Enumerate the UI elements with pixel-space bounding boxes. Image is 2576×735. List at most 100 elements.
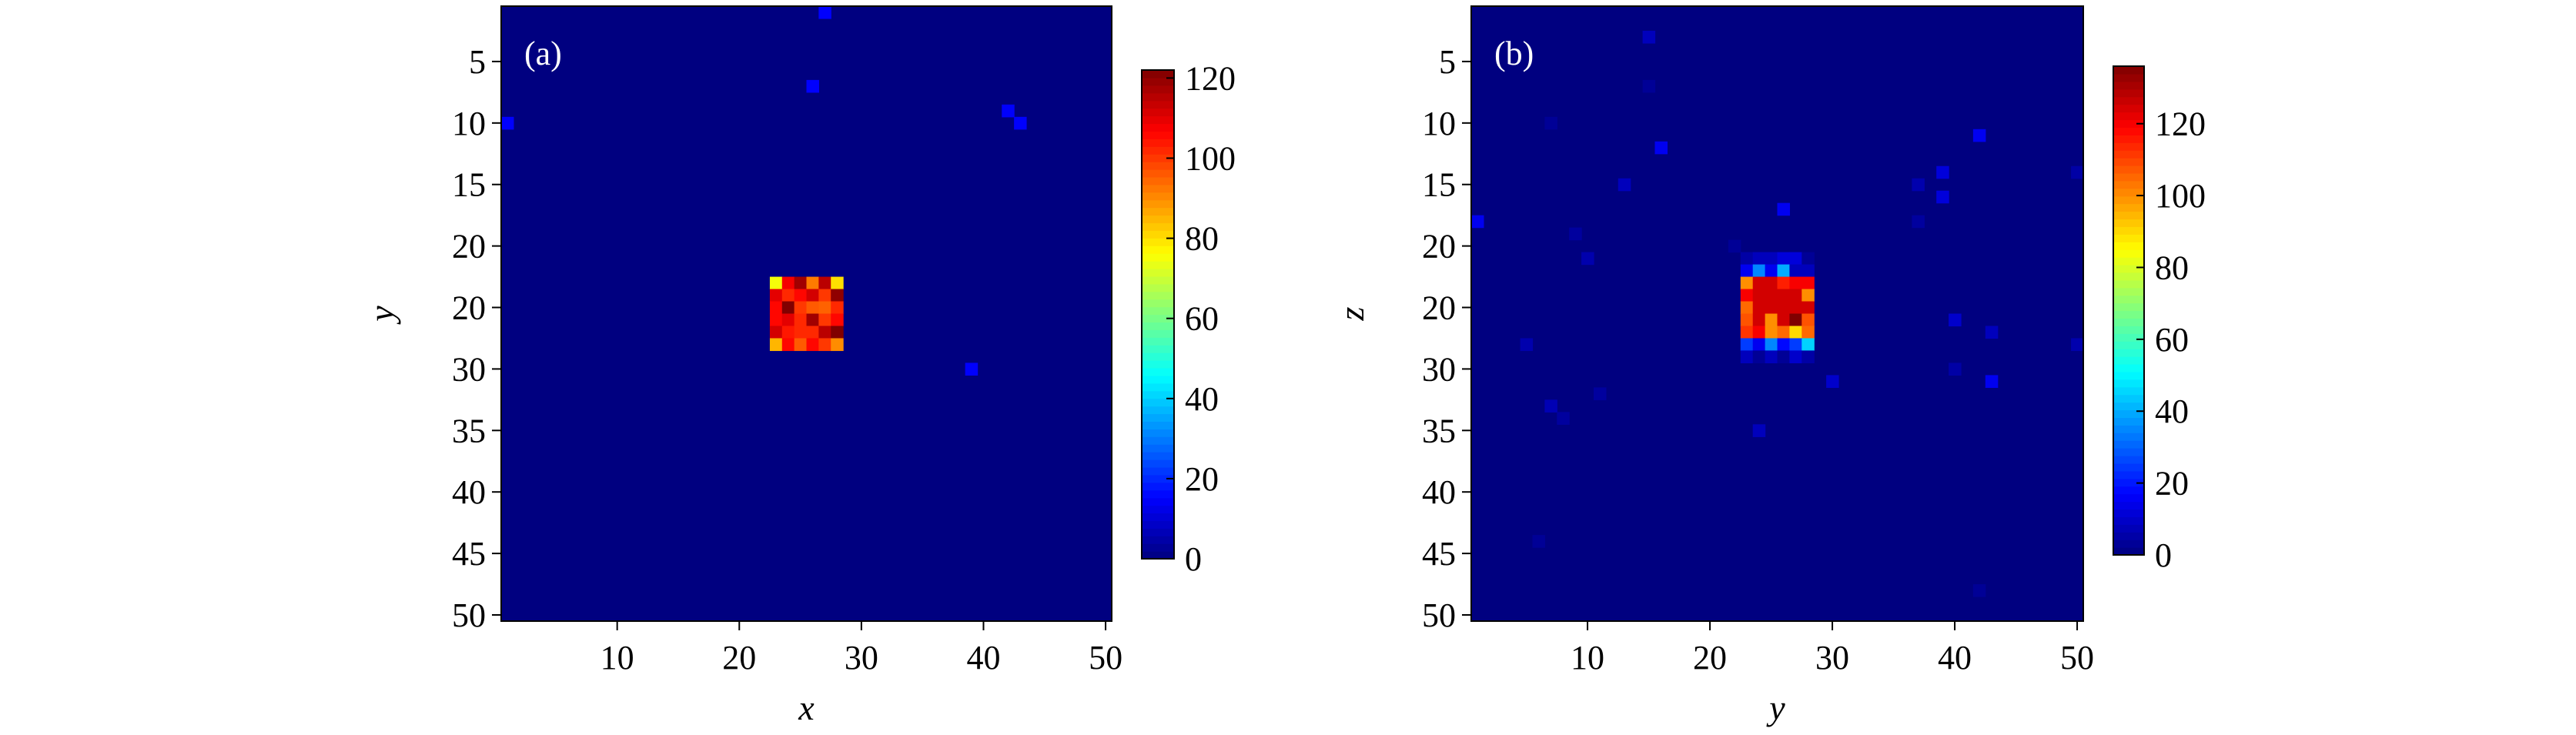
colorbar-segment [2113,394,2144,403]
x-tick-label: 10 [601,639,634,677]
heatmap-cell [806,276,819,290]
colorbar-segment [2113,165,2144,174]
colorbar-segment [1142,238,1174,246]
heatmap-cell [794,301,808,315]
heatmap-cell [1777,202,1790,216]
colorbar-segment [2113,226,2144,235]
heatmap-cell [1581,252,1594,266]
heatmap-cell [1740,276,1754,290]
colorbar-segment [2113,425,2144,433]
heatmap-cell [806,79,819,93]
colorbar-segment [1142,352,1174,361]
heatmap-cell [1752,252,1766,266]
heatmap-cell [1802,252,1815,266]
colorbar-tick-label: 100 [1185,140,1236,178]
x-tick-label: 20 [722,639,756,677]
colorbar-tick-label: 20 [1185,460,1219,498]
colorbar-frame [1141,69,1175,560]
colorbar-segment [1142,283,1174,292]
heatmap-cell [1520,338,1534,352]
colorbar-segment [1142,261,1174,269]
heatmap-cell [1912,215,1925,229]
heatmap-cell [831,301,844,315]
colorbar-tick-label: 60 [2155,321,2189,359]
colorbar-segment [2113,524,2144,533]
colorbar-tick-label: 0 [1185,540,1202,578]
heatmap-cell [1752,289,1766,302]
colorbar-segment [2113,318,2144,326]
colorbar-segment [1142,452,1174,460]
heatmap-cell [1777,338,1790,352]
heatmap-cell [831,326,844,339]
colorbar-segment [1142,406,1174,415]
colorbar-segment [2113,310,2144,319]
heatmap-cell [794,338,808,352]
colorbar-segment [1142,345,1174,353]
heatmap-cell [794,276,808,290]
colorbar-segment [1142,70,1174,79]
heatmap-cell [1765,313,1778,327]
heatmap-cell [1740,350,1754,364]
heatmap-cell [769,338,783,352]
heatmap-cell [1765,350,1778,364]
colorbar-tick-label: 80 [1185,220,1219,258]
heatmap-cell [1740,338,1754,352]
x-tick-label: 50 [2060,639,2094,677]
heatmap-cell [1765,289,1778,302]
heatmap-cell [1985,375,1999,388]
heatmap-cell [806,313,819,327]
heatmap-cell [1949,362,1962,376]
colorbar-segment [2113,119,2144,128]
heatmap-cell [781,326,795,339]
colorbar-segment [1142,482,1174,491]
heatmap-cell [769,289,783,302]
colorbar-segment [1142,184,1174,193]
colorbar-segment [2113,363,2144,373]
colorbar-segment [1142,139,1174,147]
heatmap-cell [1802,338,1815,352]
heatmap-cell [1740,289,1754,302]
colorbar-segment [1142,222,1174,231]
colorbar-segment [2113,341,2144,349]
heatmap-cell [1569,227,1582,241]
heatmap-cell [1777,289,1790,302]
y-tick-label: 20 [452,228,486,266]
x-tick-label: 30 [845,639,878,677]
heatmap-cell [1752,350,1766,364]
colorbar-tick-label: 100 [2155,177,2206,215]
y-tick-label: 15 [452,166,486,204]
colorbar-segment [2113,501,2144,510]
colorbar-segment [1142,337,1174,346]
colorbar-segment [2113,470,2144,479]
heatmap-cell [1789,252,1802,266]
colorbar-segment [2113,211,2144,220]
heatmap-cell [1985,326,1999,339]
heatmap-cell [769,326,783,339]
heatmap-cell [1936,165,1949,179]
heatmap-cell [1949,313,1962,327]
colorbar-segment [2113,302,2144,312]
heatmap-cell [1765,338,1778,352]
colorbar-segment [1142,466,1174,476]
colorbar-segment [1142,536,1174,544]
heatmap-cell [806,289,819,302]
heatmap-cell [818,289,831,302]
colorbar-segment [1142,421,1174,429]
colorbar-segment [2113,356,2144,365]
colorbar-segment [2113,433,2144,441]
y-tick-label: 20 [1422,289,1456,327]
colorbar-segment [2113,409,2144,419]
colorbar-segment [2113,158,2144,166]
colorbar-tick-label: 40 [2155,393,2189,430]
colorbar-segment [1142,92,1174,102]
heatmap-cell [794,313,808,327]
heatmap-cell [1557,412,1570,425]
colorbar-segment [1142,199,1174,209]
colorbar-segment [2113,478,2144,487]
heatmap-cell [1752,326,1766,339]
colorbar-segment [1142,367,1174,376]
colorbar-segment [2113,371,2144,380]
heatmap-cell [1752,338,1766,352]
colorbar-segment [2113,386,2144,396]
